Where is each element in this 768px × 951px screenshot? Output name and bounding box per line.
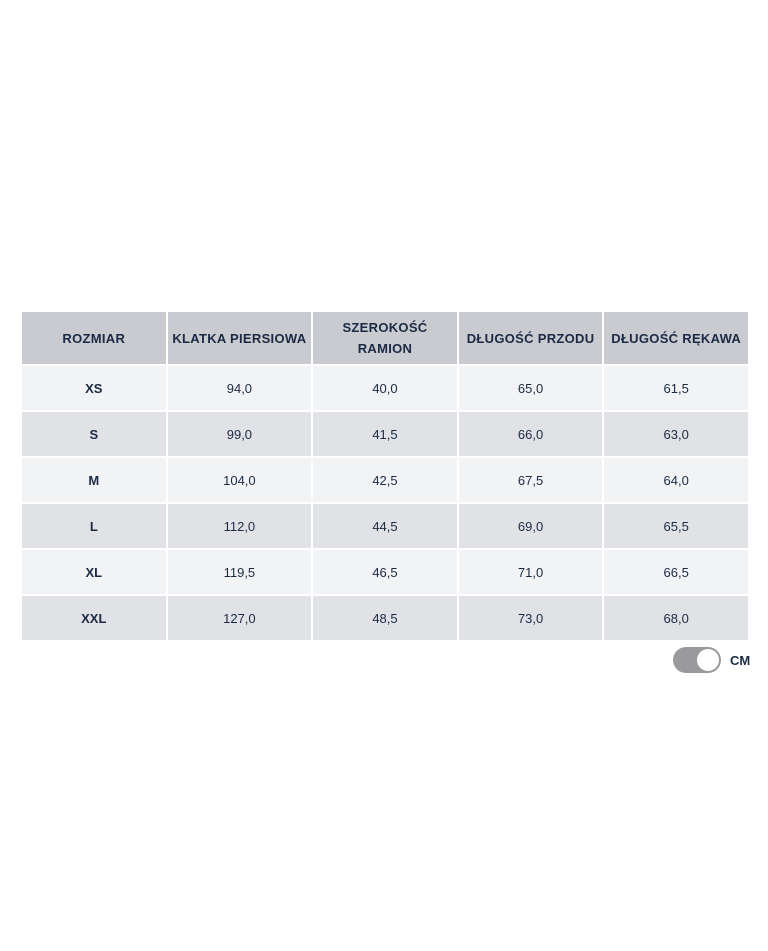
header-chest: KLATKA PIERSIOWA <box>167 312 312 364</box>
cell-shoulder-width: 46,5 <box>313 550 457 594</box>
cell-size: XL <box>22 550 166 594</box>
cell-chest: 127,0 <box>167 596 312 640</box>
unit-label: CM <box>730 652 751 668</box>
table-row: M 104,0 42,5 67,5 64,0 <box>22 458 748 502</box>
cell-sleeve-length: 64,0 <box>604 458 748 502</box>
cell-chest: 99,0 <box>167 412 312 456</box>
table-row: XL 119,5 46,5 71,0 66,5 <box>22 550 748 594</box>
cell-sleeve-length: 61,5 <box>604 366 748 410</box>
cell-chest: 94,0 <box>167 366 312 410</box>
cell-shoulder-width: 44,5 <box>313 504 457 548</box>
cell-front-length: 69,0 <box>458 504 603 548</box>
table-row: S 99,0 41,5 66,0 63,0 <box>22 412 748 456</box>
header-row: ROZMIAR KLATKA PIERSIOWA SZEROKOŚĆ RAMIO… <box>22 312 748 364</box>
cell-size: L <box>22 504 166 548</box>
cell-sleeve-length: 66,5 <box>604 550 748 594</box>
cell-size: XS <box>22 366 166 410</box>
cell-shoulder-width: 48,5 <box>313 596 457 640</box>
table-row: L 112,0 44,5 69,0 65,5 <box>22 504 748 548</box>
cell-front-length: 66,0 <box>458 412 603 456</box>
unit-toggle[interactable] <box>673 647 721 673</box>
cell-sleeve-length: 68,0 <box>604 596 748 640</box>
cell-front-length: 67,5 <box>458 458 603 502</box>
table-row: XXL 127,0 48,5 73,0 68,0 <box>22 596 748 640</box>
cell-size: M <box>22 458 166 502</box>
cell-shoulder-width: 42,5 <box>313 458 457 502</box>
unit-switch: CM <box>673 647 750 673</box>
table-row: XS 94,0 40,0 65,0 61,5 <box>22 366 748 410</box>
cell-shoulder-width: 40,0 <box>313 366 457 410</box>
cell-chest: 119,5 <box>167 550 312 594</box>
cell-chest: 112,0 <box>167 504 312 548</box>
header-shoulder-width: SZEROKOŚĆ RAMION <box>313 312 457 364</box>
cell-sleeve-length: 65,5 <box>604 504 748 548</box>
cell-size: XXL <box>22 596 166 640</box>
size-chart-table: ROZMIAR KLATKA PIERSIOWA SZEROKOŚĆ RAMIO… <box>20 310 750 642</box>
header-sleeve-length: DŁUGOŚĆ RĘKAWA <box>604 312 748 364</box>
cell-front-length: 65,0 <box>458 366 603 410</box>
cell-size: S <box>22 412 166 456</box>
cell-chest: 104,0 <box>167 458 312 502</box>
cell-sleeve-length: 63,0 <box>604 412 748 456</box>
cell-shoulder-width: 41,5 <box>313 412 457 456</box>
header-size: ROZMIAR <box>22 312 166 364</box>
cell-front-length: 71,0 <box>458 550 603 594</box>
cell-front-length: 73,0 <box>458 596 603 640</box>
header-front-length: DŁUGOŚĆ PRZODU <box>458 312 603 364</box>
toggle-knob <box>697 649 719 671</box>
